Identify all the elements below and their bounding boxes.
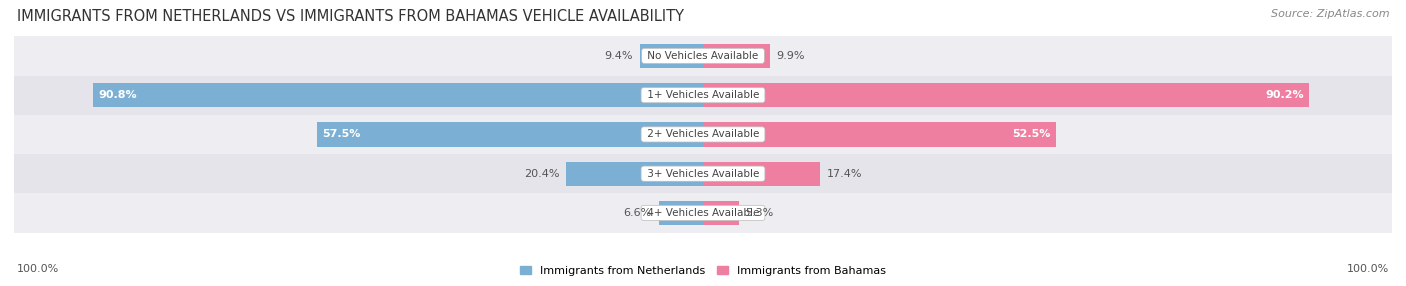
Bar <box>703 83 1309 107</box>
Text: 9.4%: 9.4% <box>605 51 633 61</box>
Text: 100.0%: 100.0% <box>17 264 59 274</box>
Bar <box>703 44 769 68</box>
Bar <box>14 76 1392 115</box>
Bar <box>93 83 703 107</box>
Bar <box>14 193 1392 233</box>
Text: 4+ Vehicles Available: 4+ Vehicles Available <box>644 208 762 218</box>
Bar <box>703 122 1056 147</box>
Bar <box>658 201 703 225</box>
Text: 52.5%: 52.5% <box>1012 130 1050 139</box>
Text: No Vehicles Available: No Vehicles Available <box>644 51 762 61</box>
Text: 17.4%: 17.4% <box>827 169 862 179</box>
Bar <box>703 162 820 186</box>
Text: 9.9%: 9.9% <box>776 51 804 61</box>
Text: 2+ Vehicles Available: 2+ Vehicles Available <box>644 130 762 139</box>
Text: 57.5%: 57.5% <box>322 130 360 139</box>
Text: 20.4%: 20.4% <box>523 169 560 179</box>
Text: 3+ Vehicles Available: 3+ Vehicles Available <box>644 169 762 179</box>
Text: 100.0%: 100.0% <box>1347 264 1389 274</box>
Bar <box>316 122 703 147</box>
Bar <box>640 44 703 68</box>
Text: 90.2%: 90.2% <box>1265 90 1303 100</box>
Text: 5.3%: 5.3% <box>745 208 773 218</box>
Text: 6.6%: 6.6% <box>624 208 652 218</box>
Bar <box>14 115 1392 154</box>
Text: Source: ZipAtlas.com: Source: ZipAtlas.com <box>1271 9 1389 19</box>
Text: 90.8%: 90.8% <box>98 90 136 100</box>
Legend: Immigrants from Netherlands, Immigrants from Bahamas: Immigrants from Netherlands, Immigrants … <box>516 261 890 281</box>
Bar <box>703 201 738 225</box>
Bar <box>565 162 703 186</box>
Text: IMMIGRANTS FROM NETHERLANDS VS IMMIGRANTS FROM BAHAMAS VEHICLE AVAILABILITY: IMMIGRANTS FROM NETHERLANDS VS IMMIGRANT… <box>17 9 683 23</box>
Text: 1+ Vehicles Available: 1+ Vehicles Available <box>644 90 762 100</box>
Bar <box>14 154 1392 193</box>
Bar <box>14 36 1392 76</box>
